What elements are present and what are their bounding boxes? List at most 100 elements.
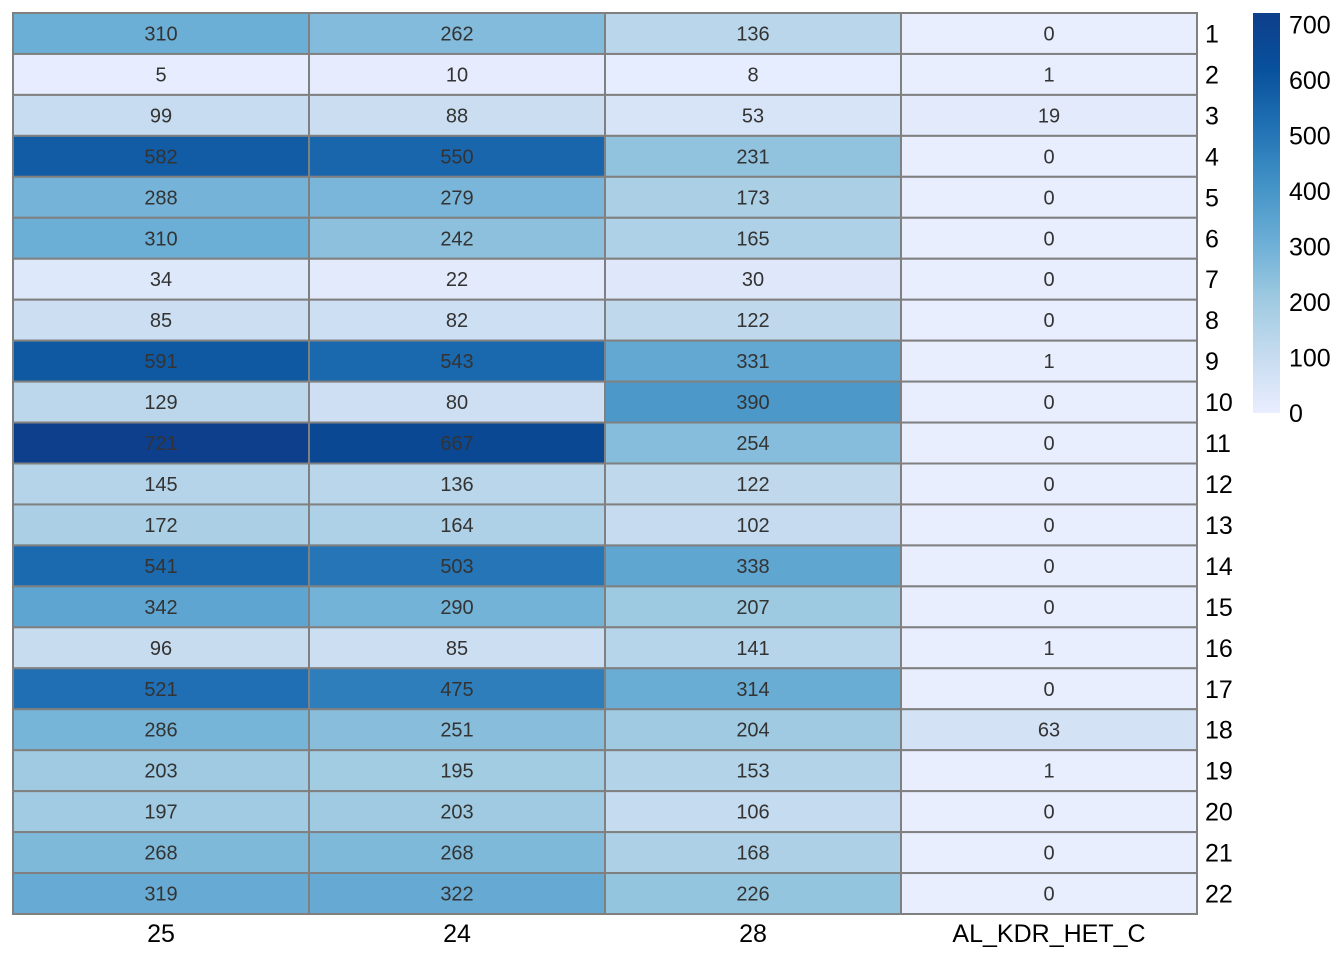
heatmap-cell-value: 153 — [736, 761, 769, 783]
row-label: 22 — [1205, 881, 1233, 909]
legend-tick-label: 500 — [1289, 123, 1331, 151]
heatmap-cell — [900, 134, 1198, 178]
heatmap-cell — [604, 462, 902, 506]
legend-tick-label: 400 — [1289, 178, 1331, 206]
row-label: 1 — [1205, 20, 1219, 48]
row-label: 13 — [1205, 512, 1233, 540]
heatmap-cell — [12, 380, 310, 424]
heatmap-cell-value: 203 — [440, 802, 473, 824]
legend-tick-label: 600 — [1289, 67, 1331, 95]
heatmap-cell-value: 0 — [1043, 474, 1054, 496]
heatmap-cell — [308, 462, 606, 506]
heatmap-cell-value: 85 — [446, 638, 468, 660]
heatmap-cell-value: 226 — [736, 884, 769, 906]
heatmap-cell — [12, 462, 310, 506]
heatmap-cell-value: 0 — [1043, 597, 1054, 619]
heatmap-cell-value: 262 — [440, 23, 473, 45]
row-label: 8 — [1205, 307, 1219, 335]
heatmap-cell — [604, 790, 902, 834]
heatmap-cell — [604, 585, 902, 629]
heatmap-cell — [900, 12, 1198, 55]
heatmap-cell-value: 1 — [1043, 351, 1054, 373]
heatmap-cell — [900, 216, 1198, 260]
heatmap-cell — [12, 872, 310, 916]
legend-color-bar — [1253, 13, 1280, 413]
row-label: 10 — [1205, 389, 1233, 417]
heatmap-cell — [308, 52, 606, 96]
heatmap-cell — [900, 749, 1198, 793]
heatmap-cell-value: 8 — [747, 64, 758, 86]
heatmap-cell — [900, 52, 1198, 96]
heatmap-cell — [604, 667, 902, 711]
heatmap-cell — [308, 216, 606, 260]
heatmap-cell — [12, 298, 310, 342]
heatmap-cell — [900, 175, 1198, 219]
heatmap-cell-value: 591 — [144, 351, 177, 373]
heatmap-cell-value: 96 — [150, 638, 172, 660]
heatmap-cell-value: 390 — [736, 392, 769, 414]
legend-tick-label: 0 — [1289, 400, 1303, 428]
heatmap-cell-value: 338 — [736, 556, 769, 578]
heatmap-cell-value: 550 — [440, 146, 473, 168]
row-label: 9 — [1205, 348, 1219, 376]
heatmap-cell — [12, 503, 310, 547]
heatmap-cell-value: 1 — [1043, 64, 1054, 86]
row-label: 7 — [1205, 266, 1219, 294]
heatmap-cell — [12, 708, 310, 752]
heatmap-cell — [12, 831, 310, 875]
heatmap-cell — [12, 626, 310, 670]
heatmap-cell-value: 0 — [1043, 843, 1054, 865]
heatmap-cell — [308, 421, 606, 465]
heatmap-cell-value: 254 — [736, 433, 769, 455]
heatmap-cell-value: 543 — [440, 351, 473, 373]
heatmap-cell — [308, 134, 606, 178]
heatmap-cell-value: 0 — [1043, 23, 1054, 45]
heatmap-cell-value: 136 — [736, 23, 769, 45]
legend-tick-label: 300 — [1289, 234, 1331, 262]
legend-tick-label: 200 — [1289, 289, 1331, 317]
heatmap-cell — [12, 175, 310, 219]
heatmap-cell — [900, 831, 1198, 875]
heatmap-cell-value: 0 — [1043, 269, 1054, 291]
row-label: 17 — [1205, 676, 1233, 704]
heatmap-cell-value: 342 — [144, 597, 177, 619]
heatmap-cell-value: 1 — [1043, 638, 1054, 660]
heatmap-cell-value: 30 — [742, 269, 764, 291]
heatmap-cell-value: 231 — [736, 146, 769, 168]
row-label: 19 — [1205, 758, 1233, 786]
heatmap-cell-value: 164 — [440, 515, 473, 537]
heatmap-cell-value: 80 — [446, 392, 468, 414]
heatmap-cell-value: 99 — [150, 105, 172, 127]
heatmap-cell — [308, 544, 606, 588]
legend-tick-label: 700 — [1289, 12, 1331, 40]
heatmap-cell — [308, 872, 606, 916]
row-label: 12 — [1205, 471, 1233, 499]
heatmap-cell — [308, 667, 606, 711]
heatmap-cell-value: 251 — [440, 720, 473, 742]
heatmap-cell-value: 0 — [1043, 884, 1054, 906]
heatmap-cell-value: 136 — [440, 474, 473, 496]
heatmap-cell — [308, 749, 606, 793]
heatmap-cell-value: 204 — [736, 720, 769, 742]
heatmap-cell-value: 19 — [1038, 105, 1060, 127]
column-labels: 25 24 28 AL_KDR_HET_C — [147, 920, 1145, 948]
heatmap-cell-value: 197 — [144, 802, 177, 824]
heatmap-cell-value: 290 — [440, 597, 473, 619]
heatmap-cell-value: 63 — [1038, 720, 1060, 742]
heatmap-cell-value: 319 — [144, 884, 177, 906]
heatmap-cell — [604, 257, 902, 301]
row-label: 18 — [1205, 717, 1233, 745]
heatmap-cell-value: 173 — [736, 187, 769, 209]
heatmap-cell — [604, 872, 902, 916]
heatmap-cell-value: 145 — [144, 474, 177, 496]
heatmap-cell-value: 53 — [742, 105, 764, 127]
heatmap-cell — [900, 462, 1198, 506]
heatmap-cell-value: 168 — [736, 843, 769, 865]
heatmap-cell-value: 129 — [144, 392, 177, 414]
heatmap-cell-value: 541 — [144, 556, 177, 578]
column-label: AL_KDR_HET_C — [952, 920, 1145, 948]
heatmap-cell-value: 268 — [440, 843, 473, 865]
color-legend: 0 100 200 300 400 500 600 700 — [1253, 12, 1331, 428]
heatmap-cell-value: 288 — [144, 187, 177, 209]
